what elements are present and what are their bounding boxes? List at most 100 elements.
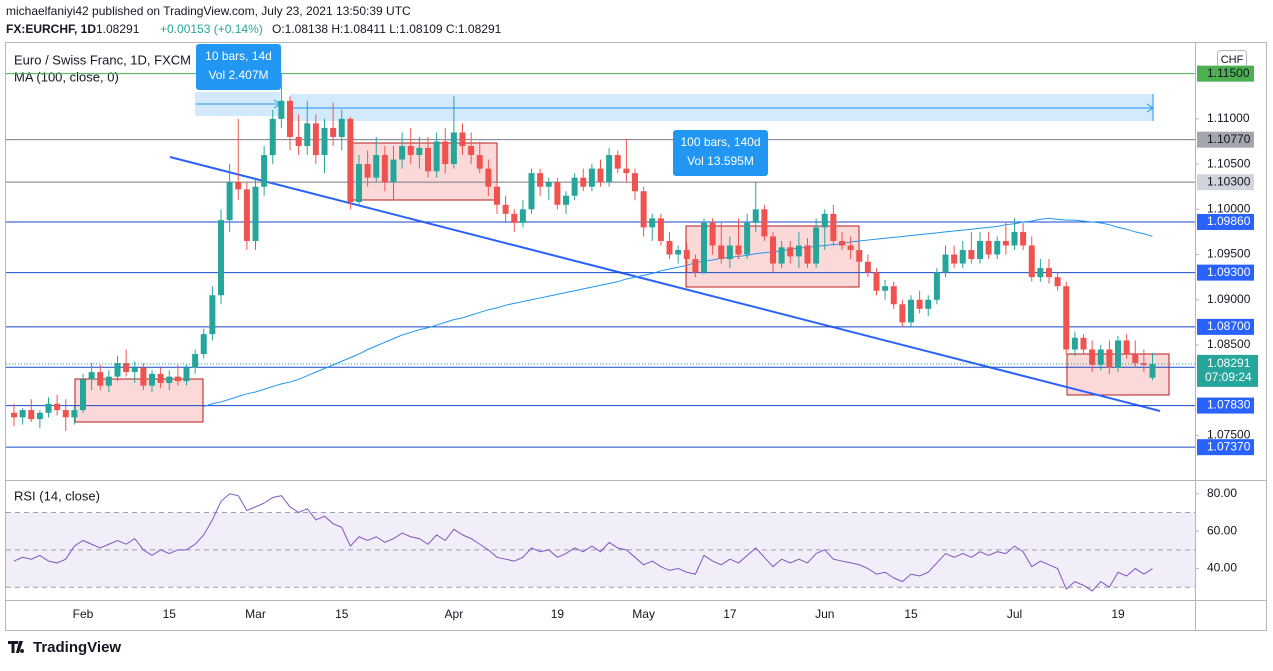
candle-body [468, 146, 475, 156]
logo-text: TradingView [33, 639, 121, 656]
y-tick-label: 1.08500 [1207, 337, 1251, 351]
candle-body [295, 136, 302, 147]
level-label: 1.10770 [1207, 132, 1251, 146]
countdown: 07:09:24 [1205, 370, 1252, 384]
candle-body [114, 363, 121, 377]
candle-body [795, 245, 802, 257]
candle-body [192, 354, 199, 368]
candle-body [71, 410, 78, 418]
candle-body [278, 100, 285, 119]
ma-legend: MA (100, close, 0) [14, 69, 119, 84]
candle-body [519, 209, 526, 223]
currency: CHF [1221, 54, 1244, 66]
candle-body [252, 186, 259, 241]
candle-body [511, 213, 518, 223]
candle-body [933, 272, 940, 300]
x-tick-label: 15 [335, 607, 349, 621]
ma-line [203, 217, 1153, 407]
candle-body [1132, 354, 1139, 364]
candle-body [1106, 349, 1113, 368]
candle-body [140, 367, 147, 386]
level-label-bg [1197, 439, 1254, 456]
current-price-label: 1.08291 [1207, 356, 1251, 370]
candle-body [873, 272, 880, 291]
candle-body [1123, 340, 1130, 355]
level-label: 1.11500 [1207, 66, 1250, 80]
candle-body [243, 189, 250, 241]
candle-body [433, 141, 440, 172]
level-label: 1.08700 [1207, 319, 1251, 333]
candle-body [951, 254, 958, 264]
candle-body [304, 123, 311, 147]
x-tick-label: Apr [445, 607, 464, 621]
candle-body [218, 220, 224, 296]
candle-body [28, 410, 35, 420]
candle-body [856, 250, 863, 262]
candle-body [709, 222, 716, 246]
candle-body [571, 177, 578, 196]
symbol: FX:EURCHF, 1D [6, 22, 96, 36]
candle-body [442, 141, 449, 165]
level-label: 1.10300 [1207, 174, 1251, 188]
candle-body [105, 376, 112, 386]
candle-body [174, 376, 181, 382]
candle-body [735, 245, 742, 255]
candle-body [399, 146, 406, 160]
candle-body [666, 240, 673, 255]
y-tick-label: 1.11000 [1207, 111, 1250, 125]
candle-body [502, 204, 509, 214]
author-line: michaelfaniyi42 published on TradingView… [6, 4, 411, 18]
candle-body [692, 259, 699, 273]
candle-body [683, 250, 690, 260]
candle-body [312, 123, 319, 156]
candle-body [614, 155, 621, 169]
candle-body [1002, 240, 1009, 246]
candle-body [813, 227, 820, 264]
x-tick-label: 15 [163, 607, 177, 621]
candle-body [330, 127, 337, 137]
candle-body [1089, 349, 1096, 365]
candle-body [1011, 231, 1018, 246]
candle-body [1054, 277, 1061, 287]
trendline [169, 156, 1161, 412]
x-tick-label: 19 [1111, 607, 1125, 621]
rsi-tick-label: 60.00 [1207, 523, 1237, 537]
change: +0.00153 (+0.14%) [160, 22, 263, 36]
level-label: 1.07830 [1207, 398, 1251, 412]
candle-body [701, 222, 707, 273]
candle-body [36, 412, 43, 420]
candle-body [563, 195, 569, 205]
candle-body [45, 403, 52, 413]
measure-text: 100 bars, 140d [680, 135, 760, 149]
candle-body [899, 304, 906, 323]
level-label-bg [1197, 264, 1254, 281]
level-label-bg [1197, 65, 1254, 82]
candle-body [942, 254, 949, 273]
candle-body [718, 245, 725, 260]
candle-body [200, 334, 207, 355]
candle-body [390, 159, 397, 183]
candle-body [347, 118, 354, 203]
candle-body [632, 173, 638, 192]
candle-body [545, 182, 552, 187]
candle-body [364, 164, 371, 178]
candle-body [494, 186, 500, 205]
candle-body [356, 164, 362, 203]
current-price-bg [1197, 354, 1258, 387]
candle-body [183, 367, 190, 382]
level-label: 1.09300 [1207, 265, 1251, 279]
candle-body [209, 295, 216, 335]
candle-body [890, 286, 897, 305]
candle-body [149, 373, 155, 386]
candle-body [925, 299, 932, 309]
candle-body [1080, 337, 1087, 350]
candle-body [235, 182, 242, 190]
x-tick-label: Jun [815, 607, 834, 621]
candle-body [778, 247, 785, 264]
rectangle-drawing [74, 378, 204, 423]
candle-body [770, 236, 776, 264]
level-label: 1.09860 [1207, 214, 1251, 228]
candle-body [1115, 340, 1121, 368]
candle-body [744, 222, 751, 255]
